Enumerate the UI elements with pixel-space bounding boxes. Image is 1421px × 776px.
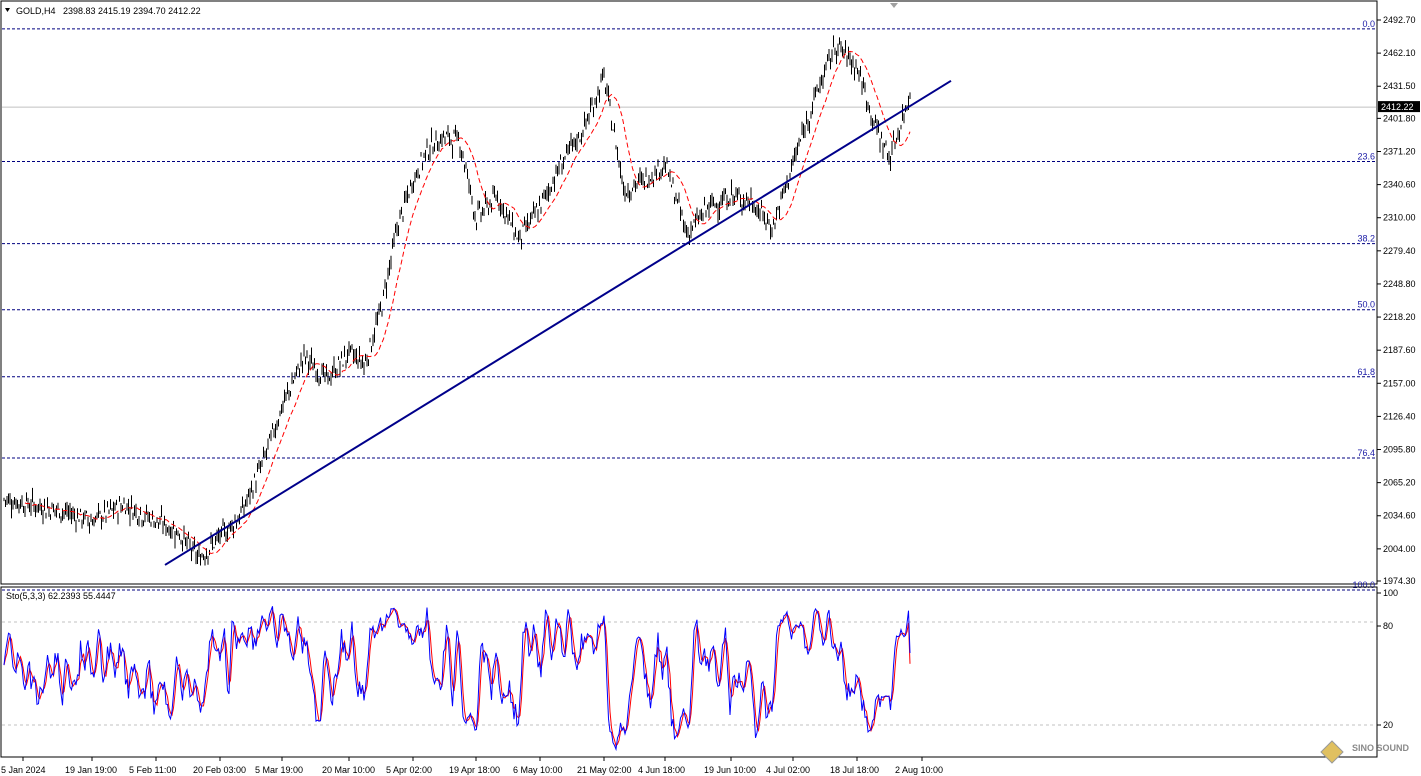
stochastic-tick-label: 20 <box>1383 720 1393 730</box>
price-tick-label: 2492.70 <box>1383 15 1416 25</box>
time-tick-label: 19 Jan 19:00 <box>65 765 117 775</box>
fibonacci-levels: 0.0 23.6 38.2 50.0 61.8 76.4 100.0 <box>2 19 1376 591</box>
price-tick-label: 2034.60 <box>1383 511 1416 521</box>
time-tick-label: 20 Mar 10:00 <box>322 765 375 775</box>
fib-level-label: 61.8 <box>1357 367 1375 377</box>
price-panel: 0.0 23.6 38.2 50.0 61.8 76.4 100.0 GOLD,H4 239… <box>0 0 1378 591</box>
stochastic-main-line <box>3 606 911 752</box>
time-tick-label: 20 Feb 03:00 <box>193 765 246 775</box>
price-tick-label: 2004.00 <box>1383 544 1416 554</box>
time-tick-label: 2 Aug 10:00 <box>895 765 943 775</box>
time-axis: 5 Jan 2024 19 Jan 19:00 5 Feb 11:00 20 Feb … <box>1 757 943 775</box>
stochastic-axis: 100 80 20 <box>1377 588 1398 730</box>
price-tick-label: 2095.80 <box>1383 445 1416 455</box>
fib-level-label: 100.0 <box>1352 580 1375 590</box>
price-tick-label: 2065.20 <box>1383 478 1416 488</box>
chart-shift-marker-icon[interactable] <box>890 3 898 8</box>
time-tick-label: 21 May 02:00 <box>577 765 632 775</box>
time-tick-label: 4 Jun 18:00 <box>638 765 685 775</box>
price-tick-label: 2462.10 <box>1383 48 1416 58</box>
price-axis: 2492.70 2462.10 2431.50 2401.80 2371.20 2340.… <box>1377 15 1416 586</box>
time-tick-label: 5 Mar 19:00 <box>255 765 303 775</box>
price-tick-label: 2187.60 <box>1383 345 1416 355</box>
fib-level-label: 50.0 <box>1357 300 1375 310</box>
price-tick-label: 2248.80 <box>1383 279 1416 289</box>
stochastic-tick-label: 80 <box>1383 621 1393 631</box>
time-tick-label: 5 Feb 11:00 <box>129 765 176 775</box>
time-tick-label: 6 May 10:00 <box>513 765 563 775</box>
price-tick-label: 2126.40 <box>1383 411 1416 421</box>
watermark-text: SINO SOUND <box>1352 743 1410 753</box>
time-tick-label: 19 Jun 10:00 <box>704 765 756 775</box>
ohlc-values: 2398.83 2415.19 2394.70 2412.22 <box>63 6 201 16</box>
price-tick-label: 2340.60 <box>1383 180 1416 190</box>
time-tick-label: 5 Apr 02:00 <box>386 765 432 775</box>
fib-level-label: 23.6 <box>1357 151 1375 161</box>
price-tick-label: 1974.30 <box>1383 576 1416 586</box>
price-panel-frame <box>0 0 1378 585</box>
stochastic-panel-frame <box>0 586 1378 758</box>
price-bars <box>3 35 911 566</box>
time-tick-label: 19 Apr 18:00 <box>449 765 500 775</box>
time-tick-label: 5 Jan 2024 <box>1 765 46 775</box>
price-tick-label: 2157.00 <box>1383 378 1416 388</box>
price-tick-label: 2371.20 <box>1383 146 1416 156</box>
price-tick-label: 2431.50 <box>1383 81 1416 91</box>
watermark-logo-icon <box>1320 740 1344 764</box>
price-tick-label: 2218.20 <box>1383 312 1416 322</box>
symbol-dropdown-icon[interactable] <box>5 8 10 12</box>
stochastic-label: Sto(5,3,3) 62.2393 55.4447 <box>6 591 116 601</box>
current-price-label: 2412.22 <box>1381 102 1414 112</box>
stochastic-panel: Sto(5,3,3) 62.2393 55.4447 <box>0 586 1378 758</box>
price-tick-label: 2310.00 <box>1383 213 1416 223</box>
current-price-tag: 2412.22 <box>1378 101 1420 113</box>
symbol-label: GOLD,H4 <box>16 6 56 16</box>
time-tick-label: 18 Jul 18:00 <box>830 765 879 775</box>
fib-level-label: 76.4 <box>1357 448 1375 458</box>
fib-level-label: 38.2 <box>1357 234 1375 244</box>
moving-average-line <box>24 50 911 555</box>
trendline[interactable] <box>164 79 952 566</box>
price-tick-label: 2279.40 <box>1383 246 1416 256</box>
stochastic-tick-label: 100 <box>1383 588 1398 598</box>
fib-level-label: 0.0 <box>1362 19 1375 29</box>
price-tick-label: 2401.80 <box>1383 113 1416 123</box>
time-tick-label: 4 Jul 02:00 <box>766 765 810 775</box>
watermark: SINO SOUND <box>1320 740 1410 764</box>
